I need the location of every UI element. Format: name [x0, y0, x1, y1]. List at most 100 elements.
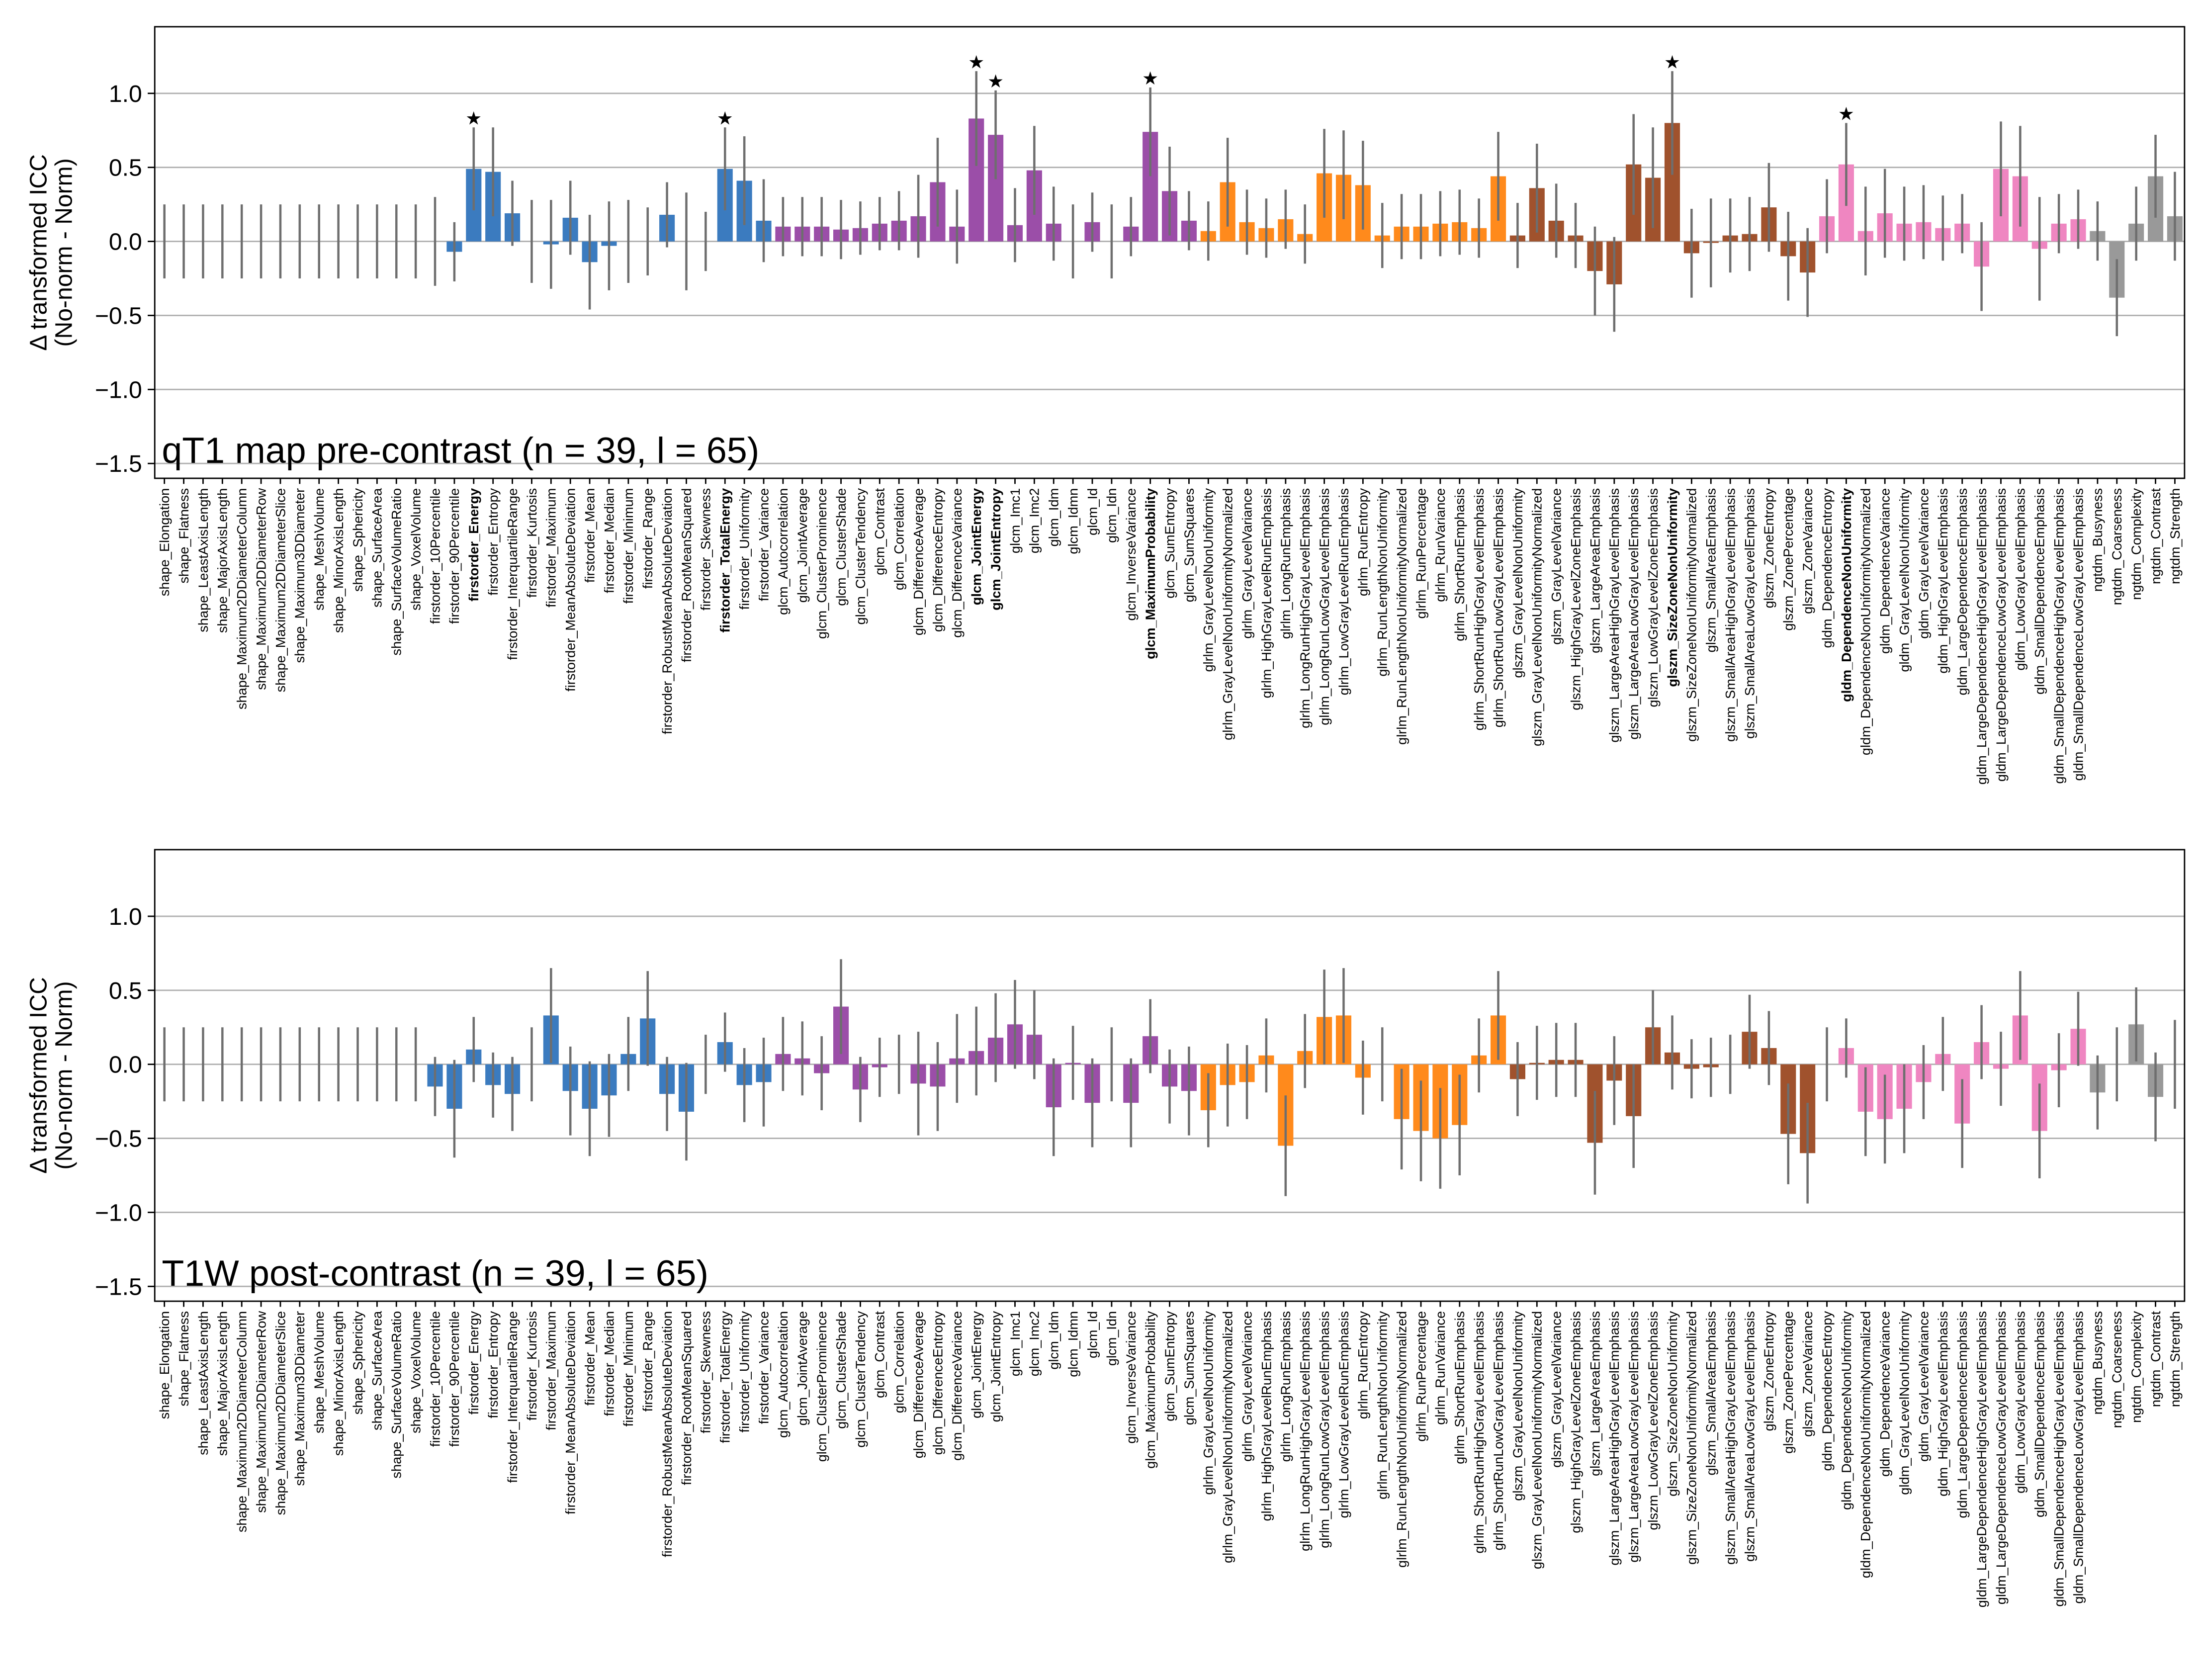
x-tick-label: glcm_Imc2 — [1027, 488, 1042, 553]
x-tick-label: glcm_JointAverage — [794, 488, 810, 603]
x-tick-label: glcm_Autocorrelation — [775, 488, 791, 615]
plot-frame — [154, 849, 2186, 1302]
x-tick-label: shape_Sphericity — [350, 1311, 365, 1415]
y-tick-label: −0.5 — [95, 302, 142, 329]
x-tick-label: shape_MeshVolume — [311, 1311, 327, 1433]
x-tick-label: ngtdm_Complexity — [2128, 1311, 2144, 1423]
x-tick-label: gldm_GrayLevelNonUniformity — [1896, 488, 1912, 672]
x-tick-label: firstorder_InterquartileRange — [505, 488, 520, 660]
x-tick-label: gldm_SmallDependenceHighGrayLevelEmphasi… — [2051, 488, 2066, 784]
x-tick-label: firstorder_Maximum — [543, 488, 559, 608]
x-tick-label: glrlm_HighGrayLevelRunEmphasis — [1258, 488, 1274, 699]
x-tick-label: firstorder_10Percentile — [427, 488, 442, 624]
y-tick-label: −1.0 — [95, 376, 142, 403]
panel-label: qT1 map pre-contrast (n = 39, l = 65) — [162, 430, 759, 471]
x-tick-label: shape_VoxelVolume — [408, 488, 423, 611]
x-tick-label: glrlm_GrayLevelNonUniformity — [1201, 488, 1216, 672]
x-tick-label: gldm_DependenceVariance — [1877, 1311, 1893, 1477]
x-tick-label: glszm_ZoneEntropy — [1761, 488, 1776, 608]
x-tick-label: glcm_SumEntropy — [1162, 488, 1177, 598]
x-tick-label: glszm_ZoneEntropy — [1761, 1311, 1776, 1431]
x-tick-label: shape_Maximum3DDiameter — [292, 488, 307, 663]
x-tick-label: gldm_LargeDependenceEmphasis — [1954, 488, 1970, 696]
x-tick-label: glcm_SumSquares — [1181, 1311, 1197, 1425]
x-tick-label: glszm_GrayLevelNonUniformityNormalized — [1529, 1311, 1545, 1569]
x-tick-label: glszm_ZonePercentage — [1780, 488, 1796, 631]
y-axis-label: Δ transformed ICC — [25, 154, 52, 351]
x-tick-label: ngtdm_Coarseness — [2109, 1311, 2124, 1428]
x-tick-label: glrlm_ShortRunLowGrayLevelEmphasis — [1491, 1311, 1506, 1550]
x-tick-label: glcm_MaximumProbability — [1143, 488, 1158, 659]
x-tick-label: firstorder_Uniformity — [736, 1311, 752, 1433]
x-tick-label: firstorder_RootMeanSquared — [679, 1311, 694, 1485]
x-tick-label: firstorder_Energy — [466, 488, 481, 602]
x-tick-label: gldm_GrayLevelVariance — [1916, 1311, 1931, 1462]
x-tick-label: glrlm_HighGrayLevelRunEmphasis — [1258, 1311, 1274, 1521]
x-tick-label: glrlm_GrayLevelNonUniformityNormalized — [1220, 488, 1235, 740]
x-tick-label: glrlm_GrayLevelNonUniformityNormalized — [1220, 1311, 1235, 1563]
x-tick-label: glrlm_RunVariance — [1432, 1311, 1448, 1425]
x-tick-label: gldm_LargeDependenceHighGrayLevelEmphasi… — [1974, 488, 1989, 785]
x-tick-label: gldm_SmallDependenceEmphasis — [2032, 488, 2047, 695]
x-tick-label: glszm_ZoneVariance — [1800, 488, 1815, 614]
x-tick-label: gldm_DependenceNonUniformityNormalized — [1858, 488, 1873, 755]
x-tick-label: shape_Elongation — [157, 488, 172, 596]
x-tick-label: shape_LeastAxisLength — [195, 1311, 211, 1455]
x-tick-label: glszm_GrayLevelNonUniformityNormalized — [1529, 488, 1545, 746]
x-tick-label: glcm_JointEntropy — [988, 488, 1003, 611]
x-tick-label: firstorder_TotalEnergy — [717, 1311, 733, 1443]
y-axis-label: (No-norm - Norm) — [50, 981, 77, 1169]
x-tick-label: gldm_LargeDependenceLowGrayLevelEmphasis — [1993, 488, 2009, 782]
y-tick-label: 0.5 — [109, 977, 142, 1004]
x-tick-label: glszm_HighGrayLevelZoneEmphasis — [1568, 488, 1583, 710]
x-tick-label: glrlm_RunPercentage — [1413, 1311, 1428, 1442]
x-tick-label: firstorder_10Percentile — [427, 1311, 442, 1447]
x-tick-label: gldm_SmallDependenceLowGrayLevelEmphasis — [2070, 488, 2086, 781]
x-tick-label: gldm_HighGrayLevelEmphasis — [1935, 488, 1950, 674]
x-tick-label: glrlm_RunLengthNonUniformityNormalized — [1394, 488, 1409, 745]
y-axis-label: (No-norm - Norm) — [50, 158, 77, 347]
plot-frame — [154, 26, 2186, 479]
x-tick-label: glcm_InverseVariance — [1123, 1311, 1139, 1444]
x-tick-label: glcm_Idm — [1046, 488, 1061, 547]
x-tick-label: glcm_Idmn — [1065, 488, 1080, 554]
x-tick-label: glszm_HighGrayLevelZoneEmphasis — [1568, 1311, 1583, 1533]
x-tick-label: firstorder_Kurtosis — [524, 488, 539, 598]
x-tick-label: shape_SurfaceArea — [369, 1311, 385, 1430]
x-tick-label: glcm_JointEnergy — [968, 488, 984, 605]
x-tick-label: glcm_ClusterShade — [833, 1311, 849, 1429]
x-tick-label: glszm_LargeAreaEmphasis — [1587, 488, 1602, 653]
x-tick-label: glcm_DifferenceAverage — [910, 1311, 926, 1458]
x-tick-label: firstorder_90Percentile — [446, 488, 462, 624]
x-tick-label: firstorder_Variance — [756, 1311, 771, 1424]
x-tick-label: glszm_SmallAreaHighGrayLevelEmphasis — [1722, 488, 1738, 742]
x-tick-label: glrlm_RunLengthNonUniformity — [1375, 1311, 1390, 1500]
x-tick-label: glszm_SizeZoneNonUniformity — [1665, 1311, 1680, 1497]
x-tick-label: glcm_ClusterTendency — [853, 1311, 868, 1448]
x-tick-label: glrlm_RunVariance — [1432, 488, 1448, 602]
x-tick-label: glrlm_RunLengthNonUniformityNormalized — [1394, 1311, 1409, 1568]
x-tick-label: gldm_DependenceEntropy — [1819, 488, 1835, 648]
x-tick-label: firstorder_Range — [640, 488, 655, 589]
x-tick-label: gldm_HighGrayLevelEmphasis — [1935, 1311, 1950, 1497]
x-tick-label: glrlm_ShortRunEmphasis — [1452, 1311, 1467, 1464]
x-tick-label: glcm_Correlation — [891, 1311, 907, 1413]
x-tick-label: glszm_SmallAreaLowGrayLevelEmphasis — [1742, 488, 1757, 739]
x-tick-label: shape_Maximum2DDiameterColumn — [234, 1311, 250, 1532]
y-tick-label: 1.0 — [109, 81, 142, 107]
x-tick-label: glszm_SmallAreaLowGrayLevelEmphasis — [1742, 1311, 1757, 1562]
x-tick-label: firstorder_TotalEnergy — [717, 488, 733, 633]
x-tick-label: shape_Maximum2DDiameterSlice — [272, 1311, 288, 1515]
x-tick-label: glcm_Idn — [1104, 1311, 1119, 1366]
x-tick-label: shape_SurfaceArea — [369, 488, 385, 608]
y-tick-label: −0.5 — [95, 1126, 142, 1152]
x-tick-label: glcm_ClusterShade — [833, 488, 849, 606]
x-tick-label: firstorder_Entropy — [485, 1311, 501, 1418]
x-tick-label: gldm_DependenceEntropy — [1819, 1311, 1835, 1471]
x-tick-label: glcm_ClusterProminence — [814, 488, 829, 639]
x-tick-label: firstorder_Entropy — [485, 488, 501, 595]
x-tick-label: firstorder_Variance — [756, 488, 771, 601]
x-tick-label: glcm_JointEntropy — [988, 1311, 1003, 1422]
x-tick-label: glcm_Autocorrelation — [775, 1311, 791, 1438]
